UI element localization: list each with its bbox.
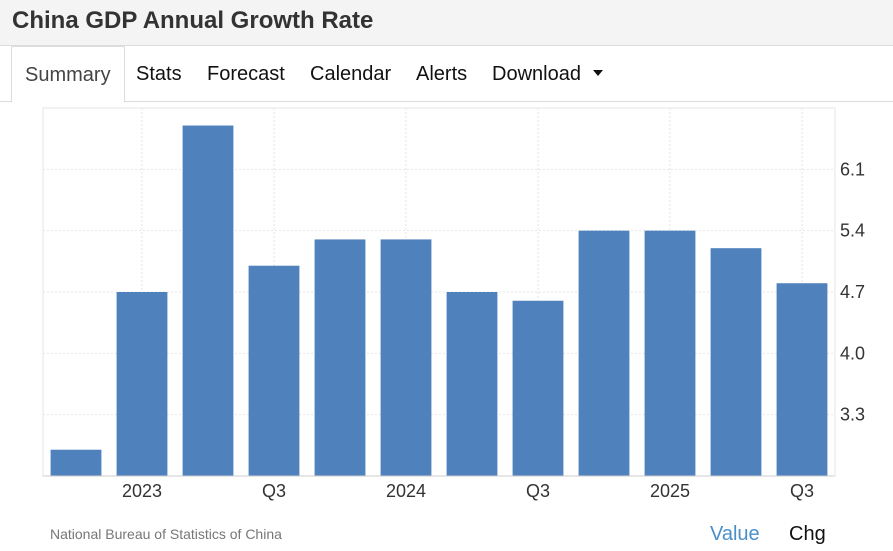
tab-forecast[interactable]: Forecast <box>207 63 285 85</box>
x-tick-label: 2025 <box>650 481 690 501</box>
y-tick-label: 4.7 <box>840 282 865 302</box>
y-tick-label: 4.0 <box>840 343 865 363</box>
bar <box>446 292 498 476</box>
x-tick-label: Q3 <box>526 481 550 501</box>
bar <box>248 265 300 476</box>
x-tick-label: Q3 <box>262 481 286 501</box>
y-tick-label: 6.1 <box>840 159 865 179</box>
bar <box>314 239 366 476</box>
tab-stats[interactable]: Stats <box>136 63 182 85</box>
tab-download[interactable]: Download <box>492 46 603 102</box>
y-tick-label: 5.4 <box>840 221 865 241</box>
x-tick-label: 2023 <box>122 481 162 501</box>
chg-toggle[interactable]: Chg <box>789 523 826 545</box>
value-toggle[interactable]: Value <box>710 523 760 545</box>
chart-area: 3.3 4.0 4.7 5.4 6.1 2023 Q3 2024 Q3 2025 Q3 <box>0 103 893 523</box>
tab-download-label: Download <box>492 63 581 85</box>
bar <box>380 239 432 476</box>
caret-down-icon <box>592 69 603 76</box>
x-tick-label: Q3 <box>790 481 814 501</box>
bar <box>50 449 102 476</box>
source-text: National Bureau of Statistics of China <box>50 526 282 542</box>
bar <box>776 283 828 476</box>
bar <box>644 230 696 476</box>
tab-alerts[interactable]: Alerts <box>416 63 468 85</box>
y-tick-label: 3.3 <box>840 405 865 425</box>
bar <box>512 300 564 476</box>
bar <box>182 125 234 477</box>
tab-bar: Summary Stats Forecast Calendar Alerts D… <box>0 46 893 103</box>
page-title: China GDP Annual Growth Rate <box>12 7 374 34</box>
tab-summary[interactable]: Summary <box>11 46 125 103</box>
bar <box>710 248 762 476</box>
x-tick-label: 2024 <box>386 481 426 501</box>
bar-chart: 3.3 4.0 4.7 5.4 6.1 2023 Q3 2024 Q3 2025 Q3 <box>42 107 865 501</box>
bar <box>116 292 168 476</box>
bar <box>578 230 630 476</box>
tab-calendar[interactable]: Calendar <box>310 63 392 85</box>
title-bar: China GDP Annual Growth Rate <box>0 0 893 46</box>
